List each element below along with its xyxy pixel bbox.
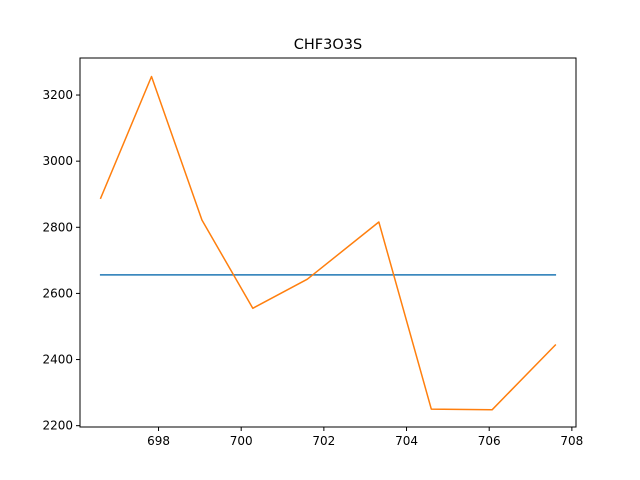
x-axis: 698 700 702 704 706 708 — [147, 427, 583, 448]
y-tick-label: 2600 — [42, 286, 73, 300]
y-tick-label: 2200 — [42, 419, 73, 433]
y-tick-label: 2400 — [42, 353, 73, 367]
series-layer — [99, 75, 557, 411]
x-tick-label: 708 — [560, 434, 583, 448]
x-tick-label: 706 — [478, 434, 501, 448]
plot-frame — [79, 57, 577, 428]
x-tick-label: 704 — [395, 434, 418, 448]
y-axis: 2200 2400 2600 2800 3000 3200 — [42, 88, 80, 433]
series-line-2 — [99, 75, 557, 411]
x-tick-label: 700 — [230, 434, 253, 448]
x-tick-label: 702 — [312, 434, 335, 448]
y-tick-label: 2800 — [42, 220, 73, 234]
y-tick-label: 3200 — [42, 88, 73, 102]
chart-title: CHF3O3S — [294, 37, 362, 53]
x-tick-label: 698 — [147, 434, 170, 448]
y-tick-label: 3000 — [42, 154, 73, 168]
